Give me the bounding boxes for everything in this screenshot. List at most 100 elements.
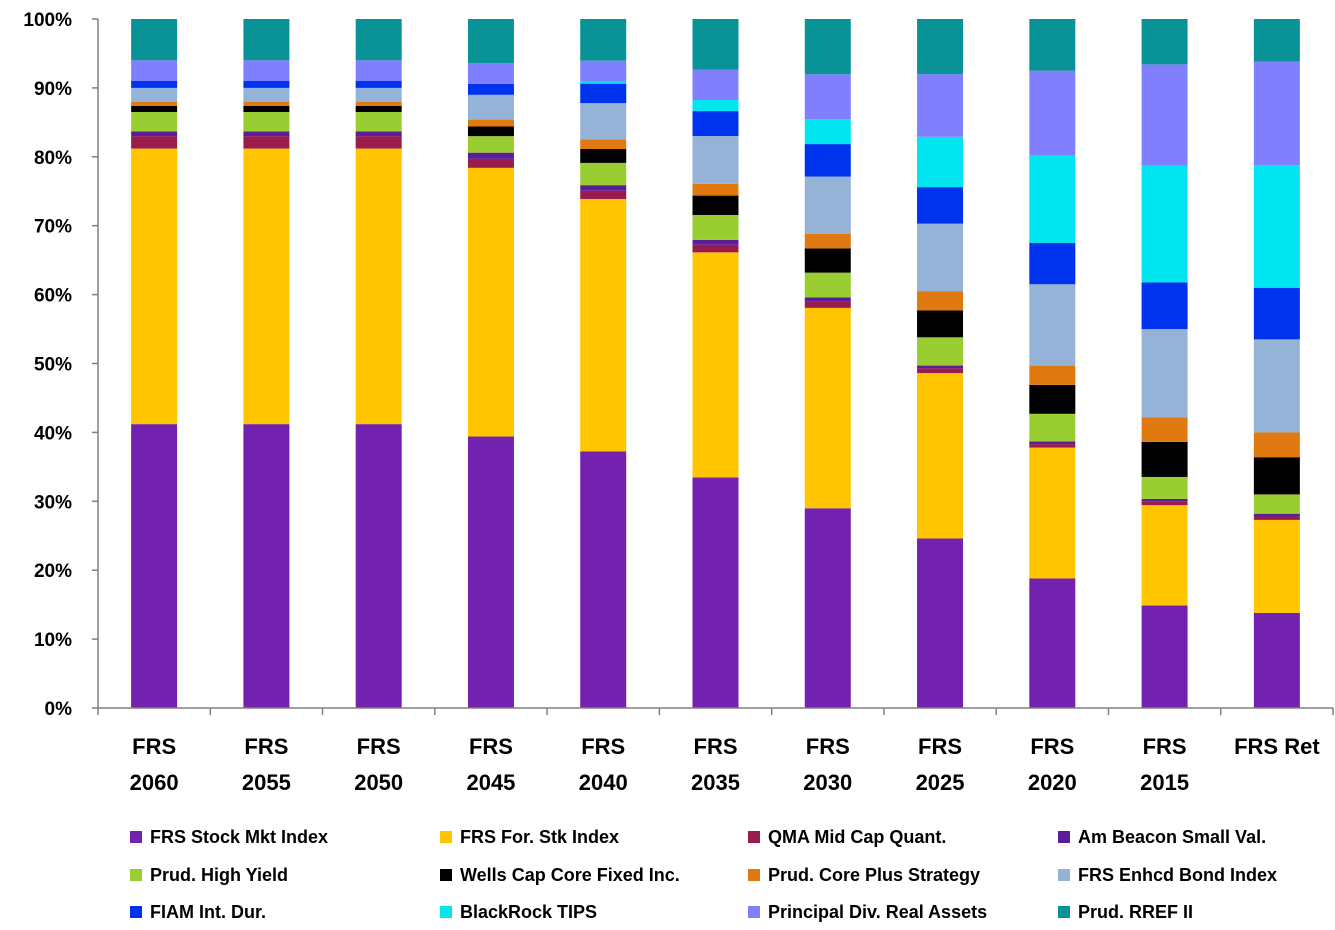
bar-segment bbox=[243, 424, 290, 708]
bar-segment bbox=[804, 272, 851, 298]
y-tick-label: 20% bbox=[34, 561, 72, 582]
legend-label: Prud. Core Plus Strategy bbox=[768, 865, 980, 885]
bar-segment bbox=[580, 19, 627, 61]
bar-segment bbox=[243, 60, 290, 82]
x-category-label: 2030 bbox=[803, 770, 852, 795]
legend-swatch bbox=[440, 831, 452, 843]
bar-segment bbox=[131, 424, 178, 708]
bar-segment bbox=[467, 436, 514, 708]
bar-segment bbox=[355, 148, 402, 425]
bar-segment bbox=[243, 101, 290, 106]
bar-segment bbox=[1029, 413, 1076, 442]
bar-segment bbox=[917, 74, 964, 137]
legend-label: Wells Cap Core Fixed Inc. bbox=[460, 865, 680, 885]
y-tick-label: 70% bbox=[34, 217, 72, 238]
y-tick-label: 100% bbox=[23, 10, 72, 31]
bar-segment bbox=[804, 297, 851, 302]
bar-segment bbox=[131, 136, 178, 149]
x-category-label: FRS bbox=[1030, 734, 1074, 759]
x-category-label: 2050 bbox=[354, 770, 403, 795]
bar-segment bbox=[355, 112, 402, 132]
bar-segment bbox=[1253, 516, 1300, 520]
bar-segment bbox=[1029, 242, 1076, 285]
legend-swatch bbox=[130, 906, 142, 918]
bar-segment bbox=[804, 233, 851, 249]
bar-segment bbox=[355, 81, 402, 88]
x-category-label: 2040 bbox=[579, 770, 628, 795]
bar-segment bbox=[131, 101, 178, 106]
bar-segment bbox=[917, 187, 964, 224]
bar-segment bbox=[243, 87, 290, 102]
bar-segment bbox=[1029, 384, 1076, 414]
bar-segment bbox=[243, 112, 290, 132]
bar-segment bbox=[917, 310, 964, 338]
bar-segment bbox=[467, 94, 514, 120]
legend-swatch bbox=[130, 869, 142, 881]
x-category-label: FRS bbox=[581, 734, 625, 759]
bar-segment bbox=[580, 83, 627, 104]
bar-segment bbox=[1253, 457, 1300, 495]
bar-segment bbox=[1141, 165, 1188, 283]
bar-segment bbox=[131, 105, 178, 113]
bar-segment bbox=[467, 167, 514, 437]
y-tick-label: 50% bbox=[34, 355, 72, 376]
bar-segment bbox=[692, 244, 739, 253]
y-tick-label: 10% bbox=[34, 630, 72, 651]
bar-segment bbox=[692, 214, 739, 240]
legend-swatch bbox=[1058, 831, 1070, 843]
bar-segment bbox=[1141, 19, 1188, 65]
bar-segment bbox=[1141, 498, 1188, 502]
bar-segment bbox=[243, 81, 290, 88]
legend-swatch bbox=[1058, 869, 1070, 881]
bar-segment bbox=[917, 373, 964, 539]
bar-segment bbox=[692, 69, 739, 101]
x-category-label: 2035 bbox=[691, 770, 740, 795]
bar-segment bbox=[355, 101, 402, 106]
x-category-label: 2055 bbox=[242, 770, 291, 795]
bar-segment bbox=[804, 19, 851, 75]
bar-segment bbox=[804, 74, 851, 120]
x-category-label: FRS bbox=[1143, 734, 1187, 759]
y-tick-label: 90% bbox=[34, 79, 72, 100]
x-category-label: FRS bbox=[357, 734, 401, 759]
bar-segment bbox=[1029, 365, 1076, 385]
bar-segment bbox=[243, 19, 290, 61]
bar-segment bbox=[580, 190, 627, 200]
bar-segment bbox=[131, 19, 178, 61]
bar-segment bbox=[580, 199, 627, 452]
bar-segment bbox=[580, 103, 627, 140]
bar-segment bbox=[1253, 494, 1300, 514]
bar-segment bbox=[243, 148, 290, 425]
bar-segment bbox=[355, 19, 402, 61]
bar-segment bbox=[131, 87, 178, 102]
bar-segment bbox=[692, 136, 739, 184]
bar-segment bbox=[467, 119, 514, 127]
bar-segment bbox=[467, 152, 514, 159]
bar-segment bbox=[1141, 605, 1188, 708]
bar-segment bbox=[917, 368, 964, 374]
bar-segment bbox=[1029, 447, 1076, 579]
bar-segment bbox=[804, 307, 851, 509]
bar-segment bbox=[1141, 501, 1188, 506]
bar-segment bbox=[917, 365, 964, 369]
bar-segment bbox=[692, 183, 739, 196]
x-category-labels: FRS 2060 FRS 2055 FRS 2050 FRS 2045 FRS 2040 FRS 20… bbox=[130, 734, 1321, 795]
x-category-label: FRS bbox=[469, 734, 513, 759]
bar-segment bbox=[917, 19, 964, 75]
bar-segment bbox=[1141, 441, 1188, 477]
y-tick-label: 30% bbox=[34, 492, 72, 513]
bar-segment bbox=[1141, 505, 1188, 606]
legend-label: FRS Enhcd Bond Index bbox=[1078, 865, 1277, 885]
legend-label: FIAM Int. Dur. bbox=[150, 902, 266, 922]
bar-segment bbox=[1253, 513, 1300, 517]
bar-segment bbox=[1253, 287, 1300, 340]
y-tick-label: 60% bbox=[34, 286, 72, 307]
bar-segment bbox=[1253, 612, 1300, 708]
bar-segment bbox=[355, 87, 402, 102]
x-category-label: FRS Ret bbox=[1234, 734, 1320, 759]
bar-segment bbox=[467, 63, 514, 84]
bar-segment bbox=[692, 239, 739, 245]
y-tick-label: 0% bbox=[45, 699, 73, 720]
y-tick-label: 80% bbox=[34, 148, 72, 169]
bar-segment bbox=[243, 131, 290, 137]
